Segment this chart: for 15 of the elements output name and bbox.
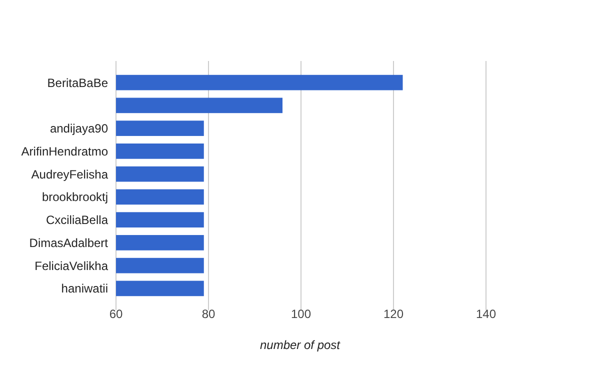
y-tick-label: haniwatii bbox=[61, 282, 108, 296]
y-tick-label: CxciliaBella bbox=[46, 213, 108, 228]
x-tick-label: 100 bbox=[290, 307, 312, 321]
y-tick-label: andijaya90 bbox=[50, 122, 108, 136]
x-axis-title: number of post bbox=[260, 338, 341, 352]
x-tick-label: 140 bbox=[476, 307, 496, 321]
y-tick-label: DimasAdalbert bbox=[29, 236, 109, 250]
y-tick-label: FeliciaVelikha bbox=[34, 258, 108, 273]
x-tick-label: 120 bbox=[383, 307, 404, 321]
y-tick-label: BeritaBaBe bbox=[47, 76, 108, 90]
y-tick-label: ArifinHendratmo bbox=[21, 144, 108, 158]
x-tick-label: 60 bbox=[109, 307, 123, 321]
x-tick-label: 80 bbox=[202, 307, 216, 321]
y-tick-label: AudreyFelisha bbox=[31, 167, 108, 182]
y-tick-label: brookbrooktj bbox=[42, 190, 108, 204]
